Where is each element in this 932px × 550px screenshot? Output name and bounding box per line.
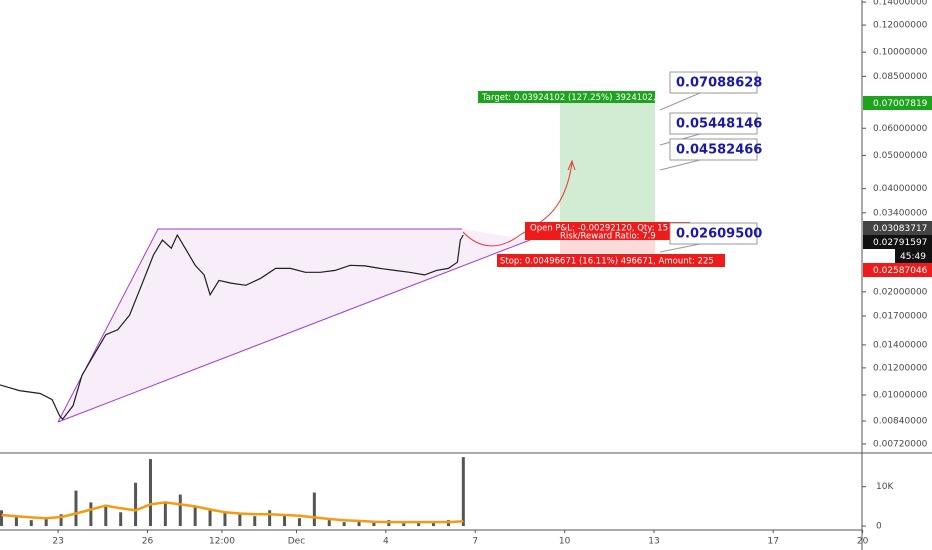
volume-bar — [372, 522, 376, 527]
volume-bar — [89, 502, 93, 527]
projection — [462, 162, 573, 247]
callout-pointer — [659, 92, 701, 111]
y-tick-label: 0 — [876, 522, 882, 532]
x-tick-label: 17 — [767, 537, 778, 547]
price-line — [0, 233, 464, 421]
x-tick-label: 10 — [559, 537, 571, 547]
volume-bar — [402, 523, 406, 527]
volume-bar — [268, 510, 272, 527]
volume-bar — [163, 502, 167, 527]
volume-bar — [104, 506, 108, 527]
volume-ma — [1, 501, 464, 524]
x-tick-label: 4 — [383, 537, 389, 547]
y-tick-label: 0.00840000 — [873, 416, 928, 426]
callout-pointer — [659, 159, 701, 171]
callout: 0.05448146 — [676, 117, 762, 132]
volume-bar — [312, 492, 316, 527]
callout-box — [669, 222, 758, 245]
volume-bar — [327, 520, 331, 527]
volume-bar — [0, 510, 3, 527]
volume-bar — [208, 510, 212, 527]
volume-bar — [74, 490, 78, 527]
price-tag-bg — [895, 249, 932, 263]
volume-bar — [59, 514, 63, 527]
pattern-fill — [58, 229, 530, 422]
x-tick-label: 7 — [472, 537, 478, 547]
y-tick-label: 10K — [876, 482, 894, 492]
y-tick-label: 0.12000000 — [873, 21, 928, 31]
target-box — [478, 91, 655, 103]
stop-text: Stop: 0.00496671 (16.11%) 496671, Amount… — [500, 257, 714, 267]
price-tag-bg — [863, 221, 932, 235]
y-tick-label: 0.06000000 — [873, 124, 928, 134]
y-tick-label: 0.00720000 — [873, 439, 928, 449]
target-text: Target: 0.03924102 (127.25%) 3924102, Am… — [481, 93, 727, 103]
pattern-lower — [57, 239, 531, 423]
price-tag: 0.02587046 — [873, 266, 928, 276]
pnl-box — [525, 222, 690, 240]
volume-bar — [253, 516, 257, 527]
volume-bar — [119, 512, 123, 527]
volume-bar — [461, 457, 465, 527]
volume-bar — [417, 522, 421, 527]
y-tick-label: 0.14000000 — [873, 0, 928, 8]
y-tick-label: 0.03400000 — [873, 208, 928, 218]
x-tick-label: 20 — [857, 537, 869, 547]
volume-bar — [178, 494, 182, 527]
y-tick-label: 0.01200000 — [873, 363, 928, 373]
stop-box — [497, 254, 725, 267]
volume-bar — [283, 514, 287, 527]
price-tag-bg — [863, 96, 932, 110]
volume-bar — [357, 521, 361, 527]
x-tick-label: 13 — [648, 537, 659, 547]
y-tick-label: 0.08500000 — [873, 72, 928, 82]
volume-bar — [193, 506, 197, 527]
volume-bar — [223, 512, 227, 527]
callout: 0.04582466 — [676, 143, 762, 158]
volume-bar — [134, 482, 138, 527]
pattern-upper — [57, 228, 462, 423]
price-tag-bg — [863, 263, 932, 277]
callout-box — [669, 138, 758, 161]
price-tag: 0.07007819 — [873, 99, 928, 109]
x-tick-label: 26 — [142, 537, 154, 547]
price-tag: 0.03083717 — [873, 224, 927, 234]
volume-bar — [342, 522, 346, 527]
volume-bar — [44, 518, 48, 527]
profit-zone — [560, 103, 655, 229]
x-tick-label: 23 — [52, 537, 63, 547]
x-tick-label: Dec — [288, 537, 305, 547]
y-tick-label: 0.10000000 — [873, 48, 928, 58]
callout: 0.07088628 — [676, 76, 762, 91]
volume-bar — [148, 459, 152, 527]
volume-bar — [238, 514, 242, 527]
volume-bar — [29, 520, 33, 527]
ratio-text: Risk/Reward Ratio: 7.9 — [560, 232, 656, 242]
volume-bar — [14, 516, 18, 527]
x-tick-label: 12:00 — [209, 537, 235, 547]
countdown: 45:49 — [900, 252, 926, 262]
volume-bar — [297, 518, 301, 527]
callout-box — [669, 112, 758, 135]
callout-pointer — [659, 243, 701, 253]
y-tick-label: 0.02000000 — [873, 287, 928, 297]
y-tick-label: 0.01000000 — [873, 391, 928, 401]
projection-arrow — [567, 159, 576, 171]
y-tick-label: 0.01400000 — [873, 340, 928, 350]
y-tick-label: 0.01700000 — [873, 312, 928, 322]
y-tick-label: 0.04000000 — [873, 184, 928, 194]
callout-box — [669, 71, 758, 94]
callout: 0.02609500 — [676, 227, 762, 242]
price-tag: 0.02791597 — [873, 238, 927, 248]
volume-bar — [432, 522, 436, 527]
price-tag-bg — [863, 235, 932, 249]
pnl-text: Open P&L: -0.00292120, Qty: 15 — [530, 224, 668, 234]
y-tick-label: 0.05000000 — [873, 151, 928, 161]
